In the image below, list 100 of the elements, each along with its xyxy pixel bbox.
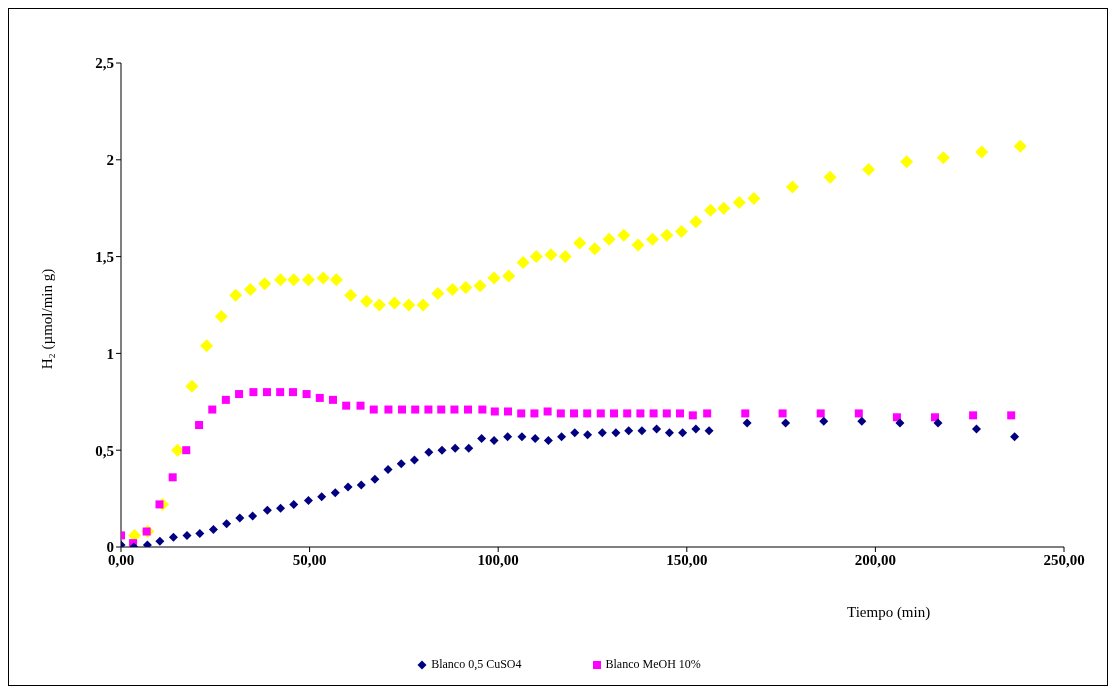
point (437, 405, 446, 414)
point (276, 503, 286, 513)
point (328, 395, 337, 404)
x-tick-label: 200,00 (854, 551, 897, 568)
point (289, 388, 297, 397)
point (235, 513, 245, 523)
point (1013, 139, 1027, 153)
point (195, 528, 205, 538)
point (583, 430, 593, 440)
x-tick-label: 250,00 (1043, 551, 1085, 568)
point (517, 432, 527, 442)
point (703, 409, 712, 418)
point (248, 511, 258, 521)
point (387, 296, 401, 310)
x-tick-label: 50,00 (292, 551, 327, 568)
point (895, 418, 905, 428)
point (662, 409, 671, 418)
point (384, 405, 393, 414)
point (623, 409, 632, 418)
point (182, 530, 192, 540)
point (289, 499, 299, 509)
point (342, 401, 351, 410)
point (691, 424, 701, 434)
point (502, 269, 516, 283)
point (717, 201, 731, 215)
point (370, 474, 380, 484)
point (823, 170, 837, 184)
y-tick-label: 1 (106, 345, 114, 362)
point (450, 405, 459, 414)
point (315, 393, 324, 402)
point (262, 505, 272, 515)
point (229, 288, 243, 302)
point (450, 443, 460, 453)
point (316, 271, 330, 285)
y-tick-label: 0,5 (95, 442, 114, 459)
point (168, 473, 177, 482)
point (402, 298, 416, 312)
y-tick-label: 1,5 (95, 248, 114, 265)
point (517, 409, 526, 418)
point (214, 310, 228, 324)
point (464, 443, 474, 453)
point (557, 432, 567, 442)
point (975, 145, 989, 159)
point (688, 411, 697, 420)
x-tick-label: 150,00 (666, 551, 708, 568)
point (741, 409, 750, 418)
y-tick-label: 2,5 (95, 55, 114, 72)
point (573, 236, 587, 250)
point (676, 409, 685, 418)
point (369, 405, 378, 414)
point (195, 421, 204, 430)
point (596, 409, 605, 418)
point (396, 459, 406, 469)
point (892, 413, 901, 422)
point (900, 155, 914, 169)
point (171, 443, 185, 457)
x-tick-label: 100,00 (477, 551, 519, 568)
point (933, 418, 943, 428)
point (155, 536, 165, 546)
point (221, 395, 230, 404)
point (287, 273, 301, 287)
point (398, 405, 407, 414)
point (437, 445, 447, 455)
point (556, 409, 565, 418)
point (704, 203, 718, 217)
point (862, 162, 876, 176)
point (182, 446, 191, 455)
point (409, 455, 419, 465)
point (330, 488, 340, 498)
point (969, 411, 978, 420)
legend-label: Blanco MeOH 10% (605, 657, 701, 672)
point (611, 428, 621, 438)
point (931, 413, 939, 422)
point (781, 418, 791, 428)
point (168, 532, 178, 542)
point (1010, 432, 1020, 442)
point (678, 428, 688, 438)
point (636, 409, 645, 418)
legend-label: Blanco 0,5 CuSO4 (431, 657, 522, 672)
point (317, 492, 327, 502)
point (487, 271, 501, 285)
point (303, 496, 313, 506)
point (558, 250, 572, 264)
point (1007, 411, 1016, 420)
point (742, 418, 752, 428)
point (597, 428, 607, 438)
point (411, 405, 420, 414)
point (155, 500, 164, 509)
point (424, 405, 433, 414)
point (489, 436, 499, 446)
point (785, 180, 799, 194)
point (583, 409, 592, 418)
point (477, 434, 487, 444)
point (971, 424, 981, 434)
point (185, 379, 199, 393)
point (258, 277, 272, 291)
point (631, 238, 645, 252)
point (704, 426, 714, 436)
point (637, 426, 647, 436)
point (343, 482, 353, 492)
